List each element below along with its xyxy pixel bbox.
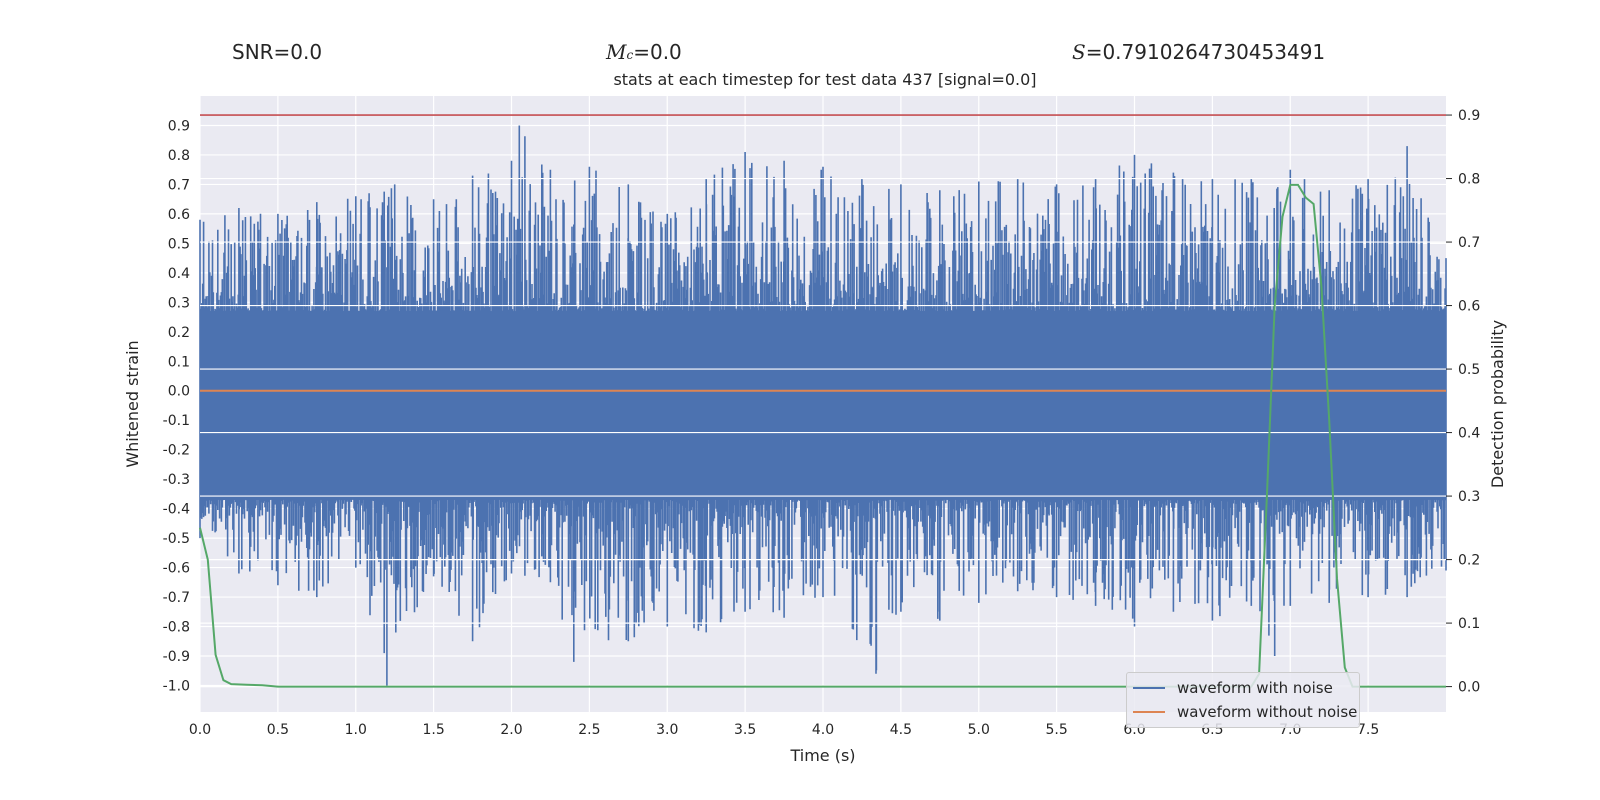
y-tick-label: -0.5 xyxy=(163,531,190,547)
x-tick-label: 0.0 xyxy=(189,722,211,738)
y-tick-label: -0.2 xyxy=(163,443,190,459)
legend-label: waveform without noise xyxy=(1177,703,1358,721)
x-tick-label: 4.0 xyxy=(812,722,834,738)
legend-item-waveform-without-noise: waveform without noise xyxy=(1127,701,1357,723)
chart-title: stats at each timestep for test data 437… xyxy=(613,70,1037,89)
chirp-mass-label: Mc=0.0 xyxy=(606,40,682,64)
x-tick-label: 2.5 xyxy=(578,722,600,738)
y-tick-label: -0.7 xyxy=(163,590,190,606)
noise-series xyxy=(199,114,1447,688)
x-tick-label: 5.0 xyxy=(968,722,990,738)
y2-tick-label: 0.4 xyxy=(1458,426,1480,442)
y-tick-label: 0.5 xyxy=(168,236,190,252)
s-statistic-label: S=0.7910264730453491 xyxy=(1072,40,1325,64)
s-symbol: S xyxy=(1072,40,1086,64)
snr-label: SNR=0.0 xyxy=(232,40,323,64)
y-axis-label: Whitened strain xyxy=(123,340,142,467)
y-tick-label: -0.3 xyxy=(163,472,190,488)
legend-swatch-orange xyxy=(1133,711,1165,713)
y2-tick-label: 0.8 xyxy=(1458,172,1480,188)
legend-label: waveform with noise xyxy=(1177,679,1333,697)
y2-tick-label: 0.1 xyxy=(1458,616,1480,632)
y-tick-label: -0.4 xyxy=(163,502,190,518)
x-tick-label: 1.5 xyxy=(422,722,444,738)
x-axis-label: Time (s) xyxy=(789,746,855,765)
x-tick-label: 0.5 xyxy=(267,722,289,738)
y2-tick-label: 0.0 xyxy=(1458,680,1480,696)
axis-ticks: 0.0 0.5 1.0 1.5 2.0 2.5 3.0 3.5 4.0 4.5 5.0 5.5 6.0 6… xyxy=(163,108,1481,738)
y2-tick-label: 0.9 xyxy=(1458,108,1480,124)
y2-tick-label: 0.6 xyxy=(1458,299,1480,315)
y-tick-label: -0.8 xyxy=(163,620,190,636)
x-tick-label: 2.0 xyxy=(500,722,522,738)
x-tick-label: 3.5 xyxy=(734,722,756,738)
legend-item-waveform-with-noise: waveform with noise xyxy=(1127,677,1333,699)
y2-tick-label: 0.2 xyxy=(1458,553,1480,569)
x-tick-label: 1.0 xyxy=(345,722,367,738)
x-tick-label: 4.5 xyxy=(890,722,912,738)
y2-tick-label: 0.3 xyxy=(1458,489,1480,505)
y-tick-label: -0.9 xyxy=(163,649,190,665)
y-tick-label: 0.3 xyxy=(168,295,190,311)
x-tick-label: 7.5 xyxy=(1357,722,1379,738)
legend: waveform with noise waveform without noi… xyxy=(1126,672,1360,728)
y-tick-label: 0.7 xyxy=(168,177,190,193)
y-tick-label: 0.2 xyxy=(168,325,190,341)
y-tick-label: 0.1 xyxy=(168,354,190,370)
y-tick-label: -0.1 xyxy=(163,413,190,429)
y2-tick-label: 0.5 xyxy=(1458,362,1480,378)
chirp-mass-value: =0.0 xyxy=(633,40,682,64)
x-tick-label: 3.0 xyxy=(656,722,678,738)
y-tick-label: 0.4 xyxy=(168,266,190,282)
y-tick-label: -1.0 xyxy=(163,678,190,694)
y-tick-label: -0.6 xyxy=(163,561,190,577)
chirp-mass-subscript: c xyxy=(626,48,634,62)
noise-spikes xyxy=(199,125,1447,686)
y-tick-label: 0.9 xyxy=(168,118,190,134)
y-tick-label: 0.0 xyxy=(168,384,190,400)
x-tick-label: 5.5 xyxy=(1045,722,1067,738)
y2-tick-label: 0.7 xyxy=(1458,235,1480,251)
y2-axis-label: Detection probability xyxy=(1488,320,1507,488)
legend-swatch-blue xyxy=(1133,687,1165,689)
chirp-mass-symbol: M xyxy=(606,40,627,64)
s-value: =0.7910264730453491 xyxy=(1085,40,1326,64)
y-tick-label: 0.6 xyxy=(168,207,190,223)
y-tick-label: 0.8 xyxy=(168,148,190,164)
